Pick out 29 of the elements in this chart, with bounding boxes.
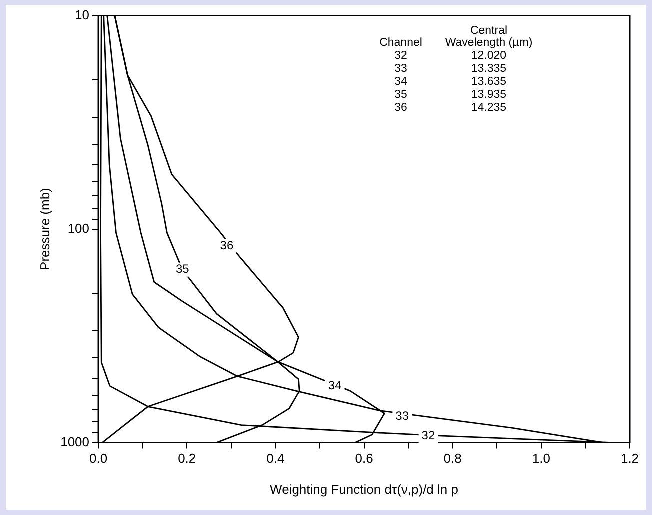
y-tick-label: 1000 xyxy=(60,434,90,450)
x-tick-label: 1.2 xyxy=(620,451,640,466)
x-axis-title: Weighting Function dτ(ν,p)/d ln p xyxy=(270,482,458,497)
annotation: 35 xyxy=(176,262,190,276)
annotation: 13.635 xyxy=(470,76,508,88)
annotation: 36 xyxy=(220,238,234,253)
x-tick-label: 0.2 xyxy=(178,451,196,466)
annotation: 12.020 xyxy=(470,50,508,62)
x-tick-label: 0.0 xyxy=(89,451,108,466)
annotation: Channel xyxy=(378,37,424,49)
x-tick-label: 0.6 xyxy=(355,451,374,466)
y-tick-label: 10 xyxy=(75,7,90,22)
y-axis-title: Pressure (mb) xyxy=(37,188,52,270)
annotation: 14.235 xyxy=(470,102,508,114)
annotation: 35 xyxy=(394,89,408,101)
x-tick-label: 1.0 xyxy=(532,451,550,466)
annotation: 32 xyxy=(422,428,436,442)
annotation: 33 xyxy=(396,408,410,423)
annotation: 13.335 xyxy=(470,63,508,75)
annotation: 36 xyxy=(394,102,408,114)
x-tick-label: 0.4 xyxy=(266,451,285,466)
annotation: 32 xyxy=(394,50,408,62)
annotation: 34 xyxy=(328,378,342,392)
annotation: 34 xyxy=(394,76,408,88)
x-tick-label: 0.8 xyxy=(444,451,462,466)
y-tick-label: 100 xyxy=(68,220,90,236)
annotation: Central Wavelength (µm) xyxy=(444,25,534,49)
annotation: 13.935 xyxy=(470,89,508,101)
annotation: 33 xyxy=(394,63,408,75)
